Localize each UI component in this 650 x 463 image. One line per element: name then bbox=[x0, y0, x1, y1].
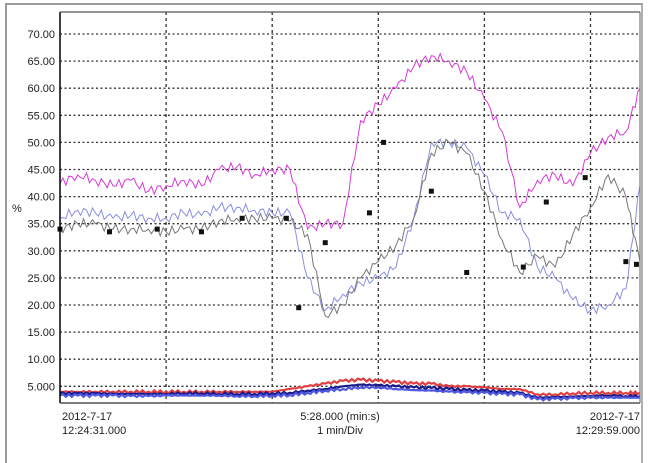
data-marker bbox=[107, 229, 113, 235]
x-div-scale: 1 min/Div bbox=[317, 425, 363, 437]
y-tick-label: 55.00 bbox=[27, 110, 55, 122]
line-chart: 70.00 65.00 60.00 55.00 50.00 45.00 40.00 35.00… bbox=[12, 11, 641, 404]
data-marker bbox=[322, 240, 328, 246]
data-marker bbox=[283, 215, 289, 221]
y-tick-label: 10.00 bbox=[27, 354, 55, 366]
y-tick-label: 35.00 bbox=[27, 219, 55, 231]
x-axis-center-label: 5:28.000 (min:s) 1 min/Div bbox=[300, 410, 380, 438]
series-line-lavender bbox=[59, 138, 641, 315]
data-marker bbox=[154, 226, 160, 232]
x-start-time: 12:24:31.000 bbox=[62, 425, 127, 437]
y-tick-label: 60.00 bbox=[27, 83, 55, 95]
series-line-magenta bbox=[59, 52, 641, 232]
data-marker bbox=[633, 261, 639, 267]
y-tick-label: 15.00 bbox=[27, 327, 55, 339]
y-tick-label: 40.00 bbox=[27, 192, 55, 204]
y-axis-unit-label: % bbox=[12, 203, 22, 215]
y-tick-label: 65.00 bbox=[27, 56, 55, 68]
x-start-date: 2012-7-17 bbox=[62, 411, 113, 423]
data-marker bbox=[296, 305, 302, 311]
x-end-date: 2012-7-17 bbox=[589, 411, 640, 423]
y-tick-label: 45.00 bbox=[27, 165, 55, 177]
x-axis-start-label: 2012-7-17 12:24:31.000 bbox=[62, 410, 126, 438]
y-tick-label: 30.00 bbox=[27, 246, 55, 258]
y-tick-label: 20.00 bbox=[27, 300, 55, 312]
plot-area bbox=[60, 12, 640, 403]
data-marker bbox=[428, 188, 434, 194]
data-marker bbox=[366, 210, 372, 216]
y-tick-label: 70.00 bbox=[27, 29, 55, 41]
series-line-red bbox=[59, 377, 641, 397]
data-marker bbox=[520, 264, 526, 270]
chart-frame bbox=[5, 3, 643, 463]
data-marker bbox=[623, 259, 629, 265]
series-line-blue bbox=[59, 385, 641, 402]
data-marker bbox=[239, 215, 245, 221]
y-tick-label: 50.00 bbox=[27, 137, 55, 149]
y-tick-label: 5.000 bbox=[27, 381, 55, 393]
y-tick-label: 25.00 bbox=[27, 273, 55, 285]
data-marker bbox=[464, 269, 470, 275]
data-marker bbox=[381, 139, 387, 145]
data-marker bbox=[198, 229, 204, 235]
data-marker bbox=[543, 199, 549, 205]
x-axis-end-label: 2012-7-17 12:29:59.000 bbox=[576, 410, 640, 438]
data-marker bbox=[582, 175, 588, 181]
x-end-time: 12:29:59.000 bbox=[575, 425, 640, 437]
x-span: 5:28.000 (min:s) bbox=[300, 411, 380, 423]
